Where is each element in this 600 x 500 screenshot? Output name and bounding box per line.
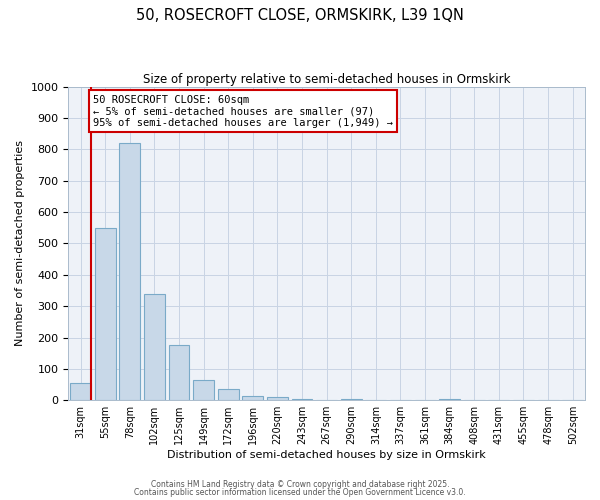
Text: 50 ROSECROFT CLOSE: 60sqm
← 5% of semi-detached houses are smaller (97)
95% of s: 50 ROSECROFT CLOSE: 60sqm ← 5% of semi-d… bbox=[93, 94, 393, 128]
Bar bbox=[119, 143, 140, 400]
X-axis label: Distribution of semi-detached houses by size in Ormskirk: Distribution of semi-detached houses by … bbox=[167, 450, 486, 460]
Bar bbox=[292, 398, 313, 400]
Bar bbox=[267, 397, 288, 400]
Bar bbox=[193, 380, 214, 400]
Text: Contains public sector information licensed under the Open Government Licence v3: Contains public sector information licen… bbox=[134, 488, 466, 497]
Bar bbox=[95, 228, 116, 400]
Bar bbox=[218, 389, 239, 400]
Title: Size of property relative to semi-detached houses in Ormskirk: Size of property relative to semi-detach… bbox=[143, 72, 511, 86]
Bar bbox=[144, 294, 165, 400]
Bar bbox=[439, 398, 460, 400]
Y-axis label: Number of semi-detached properties: Number of semi-detached properties bbox=[15, 140, 25, 346]
Text: Contains HM Land Registry data © Crown copyright and database right 2025.: Contains HM Land Registry data © Crown c… bbox=[151, 480, 449, 489]
Bar bbox=[70, 383, 91, 400]
Bar bbox=[242, 396, 263, 400]
Bar bbox=[341, 398, 362, 400]
Bar bbox=[169, 346, 190, 400]
Text: 50, ROSECROFT CLOSE, ORMSKIRK, L39 1QN: 50, ROSECROFT CLOSE, ORMSKIRK, L39 1QN bbox=[136, 8, 464, 22]
